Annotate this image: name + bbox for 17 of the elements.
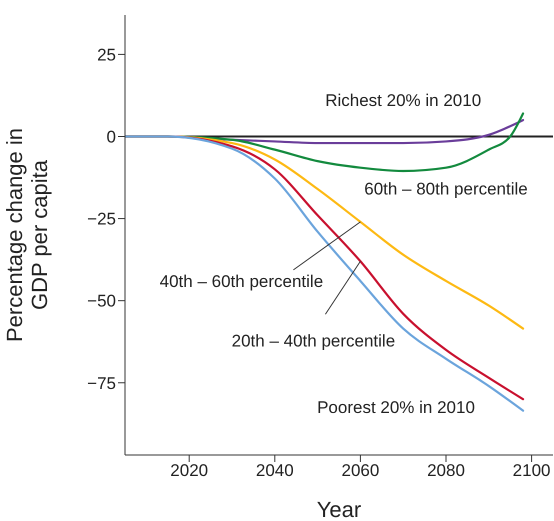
x-tick-label: 2020 (170, 461, 208, 480)
x-axis-title: Year (316, 497, 362, 521)
annotation: 40th – 60th percentile (160, 272, 324, 291)
y-tick-label: −25 (87, 210, 116, 229)
x-tick-label: 2060 (341, 461, 380, 480)
annotation: 20th – 40th percentile (232, 331, 396, 350)
y-tick-label: −50 (87, 292, 116, 311)
series-label: Richest 20% in 2010 (325, 91, 482, 110)
series-label: Poorest 20% in 2010 (317, 398, 475, 417)
x-tick-label: 2080 (427, 461, 465, 480)
x-tick-label: 2040 (256, 461, 294, 480)
y-tick-label: 0 (106, 128, 116, 147)
y-tick-label: 25 (97, 45, 116, 64)
x-tick-label: 2100 (512, 461, 551, 480)
y-axis-title: Percentage change in GDP per capita (2, 128, 52, 342)
y-tick-label: −75 (87, 374, 116, 393)
series-label: 60th – 80th percentile (364, 180, 528, 199)
